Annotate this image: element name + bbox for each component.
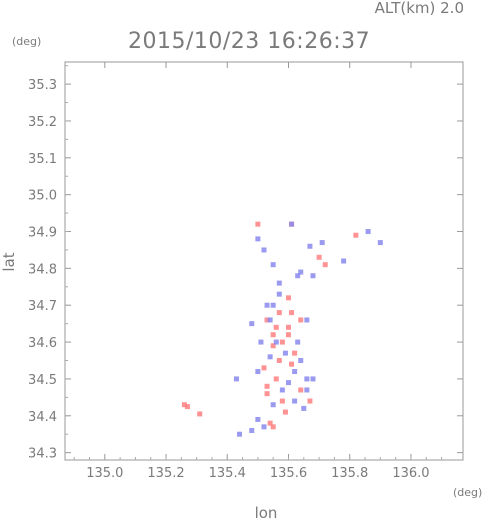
y-tick-label: 35.3	[28, 78, 57, 93]
negative-data-point	[261, 247, 267, 253]
negative-data-point	[304, 317, 310, 323]
y-ticks: 34.3 34.4 34.5 34.6 34.7 34.8 34.9 35.0 35.1 35.2…	[28, 65, 463, 462]
positive-data-point	[255, 221, 261, 227]
positive-data-point	[270, 424, 276, 430]
negative-data-point	[267, 317, 273, 323]
positive-data-point	[264, 317, 270, 323]
negative-data-point	[310, 273, 316, 279]
x-unit-label: (deg)	[453, 486, 482, 499]
y-tick-label: 34.3	[28, 447, 57, 462]
negative-data-point	[304, 387, 310, 393]
positive-data-point	[292, 350, 298, 356]
y-tick-label: 35.0	[28, 189, 57, 204]
positive-data-point	[285, 295, 291, 301]
negative-data-point	[295, 273, 301, 279]
x-ticks: 135.0 135.2 135.4 135.6 135.8 136.0	[73, 62, 443, 481]
negative-data-point	[298, 358, 304, 363]
y-tick-label: 34.7	[28, 299, 57, 314]
negative-data-point	[307, 243, 313, 249]
negative-data-point	[255, 236, 261, 242]
negative-data-point	[255, 416, 261, 422]
positive-data-point	[197, 411, 203, 417]
positive-data-point	[353, 232, 359, 238]
y-tick-label: 34.6	[28, 336, 57, 351]
negative-data-point	[319, 240, 325, 246]
plot-frame	[64, 61, 464, 461]
x-tick-label: 135.2	[147, 466, 184, 481]
positive-data-point	[270, 332, 276, 338]
x-axis-title: lon	[255, 504, 278, 521]
y-unit-label: (deg)	[12, 35, 41, 48]
datetime-title: 2015/10/23 16:26:37	[128, 29, 370, 54]
negative-data-point	[341, 258, 347, 264]
negative-data-point	[237, 431, 243, 437]
positive-data-point	[298, 317, 304, 323]
negative-data-point	[304, 376, 310, 382]
x-tick-label: 135.4	[209, 466, 246, 481]
negative-data-point	[276, 280, 282, 286]
positive-data-point	[276, 310, 282, 316]
negative-data-point	[233, 376, 239, 382]
negative-data-point	[276, 291, 282, 297]
y-tick-label: 34.5	[28, 373, 57, 388]
negative-data-point	[295, 339, 301, 345]
positive-data-point	[276, 358, 282, 363]
negative-data-point	[292, 398, 298, 404]
positive-data-point	[279, 398, 285, 404]
positive-data-point	[264, 383, 270, 389]
negative-data-point	[270, 402, 276, 408]
negative-data-point	[310, 376, 316, 382]
positive-data-point	[289, 361, 295, 367]
negative-data-point	[285, 380, 291, 386]
positive-data-point	[322, 262, 328, 268]
positive-data-point	[298, 387, 304, 393]
negative-data-point	[298, 269, 304, 275]
y-tick-label: 35.1	[28, 152, 57, 167]
x-tick-label: 136.0	[392, 466, 429, 481]
negative-data-point	[255, 369, 261, 375]
negative-data-point	[365, 229, 371, 235]
positive-data-point	[307, 398, 313, 404]
y-tick-label: 34.4	[28, 410, 57, 425]
negative-data-point	[270, 262, 276, 268]
positive-data-point	[273, 324, 279, 330]
negative-data-point	[270, 302, 276, 308]
negative-data-point	[273, 339, 279, 345]
negative-data-point	[377, 240, 383, 246]
positive-data-point	[285, 332, 291, 338]
positive-data-point	[273, 376, 279, 382]
negative-data-point	[267, 354, 273, 360]
positive-data-point	[181, 402, 187, 408]
positive-data-point	[316, 254, 322, 260]
negative-data-point	[258, 339, 264, 345]
positive-data-point	[282, 409, 288, 415]
data-points	[181, 221, 383, 437]
positive-data-point	[264, 391, 270, 397]
x-tick-label: 135.8	[331, 466, 368, 481]
positive-data-point	[270, 343, 276, 349]
positive-data-point	[285, 324, 291, 330]
positive-data-point	[267, 420, 273, 426]
y-axis-title: lat	[0, 252, 18, 271]
negative-data-point	[282, 350, 288, 356]
negative-data-point	[249, 321, 255, 327]
negative-data-point	[264, 302, 270, 308]
y-tick-label: 34.8	[28, 262, 57, 277]
x-tick-label: 135.6	[270, 466, 307, 481]
negative-data-point	[261, 424, 267, 430]
positive-data-point	[184, 404, 190, 410]
positive-data-point	[289, 310, 295, 316]
positive-data-point	[261, 365, 267, 371]
positive-data-point	[279, 339, 285, 345]
negative-data-point	[292, 369, 298, 375]
x-tick-label: 135.0	[86, 466, 123, 481]
negative-data-point	[249, 428, 255, 434]
negative-data-point	[301, 405, 307, 411]
y-tick-label: 35.2	[28, 115, 57, 130]
negative-data-point	[289, 221, 295, 227]
y-tick-label: 34.9	[28, 226, 57, 241]
negative-data-point	[279, 387, 285, 393]
altitude-label: ALT(km) 2.0	[375, 0, 464, 17]
